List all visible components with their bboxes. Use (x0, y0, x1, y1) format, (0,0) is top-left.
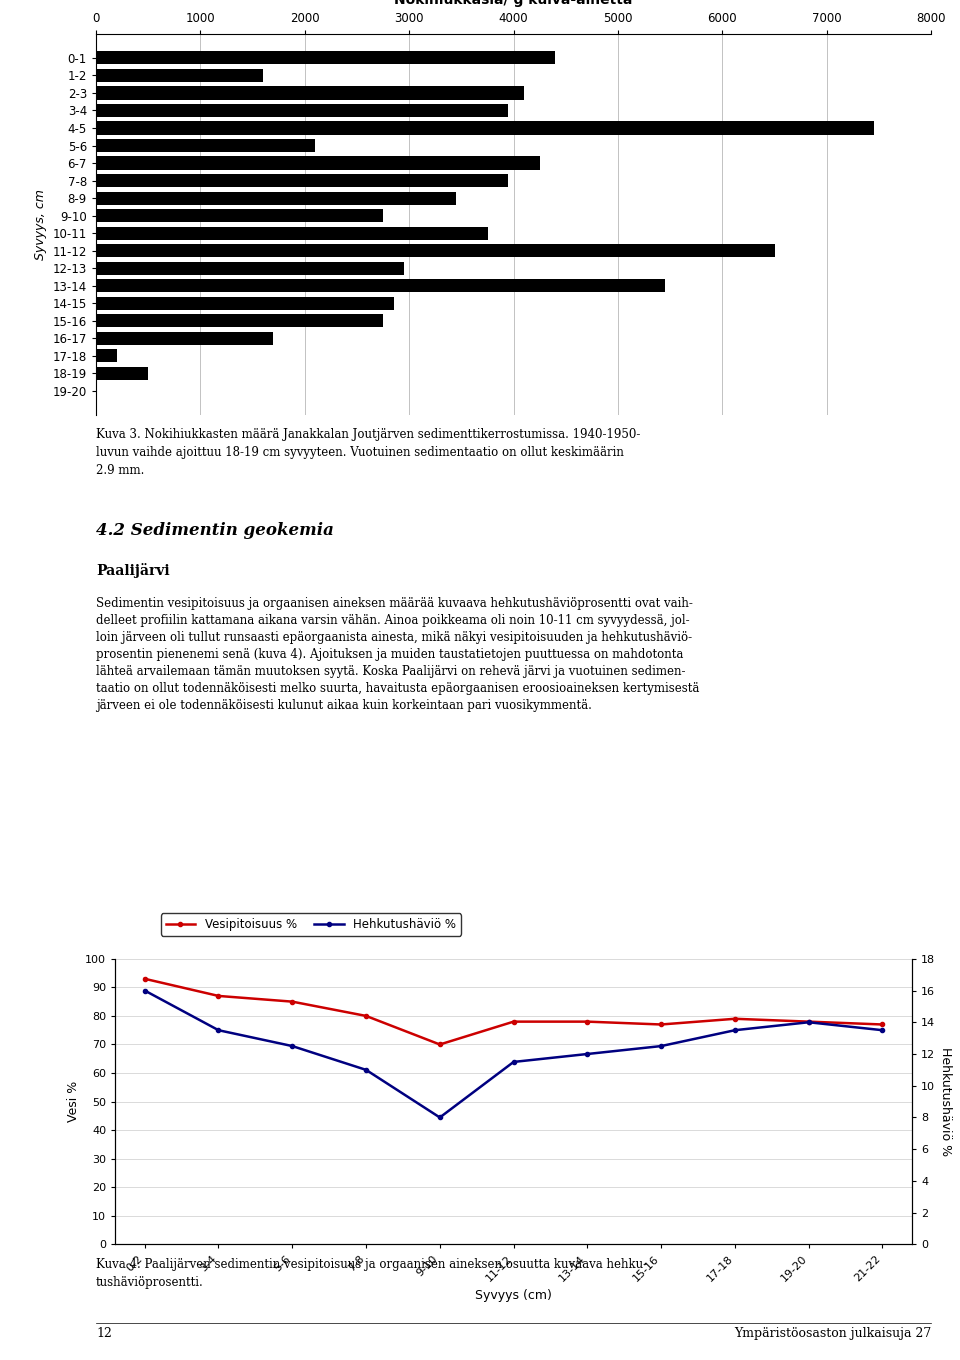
Bar (96, 156, 540, 170)
Bar (96, 314, 383, 328)
Text: luvun vaihde ajoittuu 18-19 cm syvyyteen. Vuotuinen sedimentaatio on ollut keski: luvun vaihde ajoittuu 18-19 cm syvyyteen… (96, 446, 624, 460)
Text: lähteä arvailemaan tämän muutoksen syytä. Koska Paalijärvi on rehevä järvi ja vu: lähteä arvailemaan tämän muutoksen syytä… (96, 665, 685, 679)
Text: Paalijärvi: Paalijärvi (96, 563, 170, 578)
Y-axis label: Hehkutushäviö %: Hehkutushäviö % (939, 1047, 951, 1156)
Y-axis label: Syvyys, cm: Syvyys, cm (34, 189, 47, 260)
Bar (96, 350, 117, 362)
X-axis label: Syvyys (cm): Syvyys (cm) (475, 1289, 552, 1302)
Bar (96, 279, 665, 292)
Bar (96, 87, 524, 99)
Text: Paalijärvi: Paalijärvi (96, 563, 170, 578)
Bar (96, 192, 456, 205)
Text: Sedimentin vesipitoisuus ja orgaanisen aineksen määrää kuvaava hehkutushäviöpros: Sedimentin vesipitoisuus ja orgaanisen a… (96, 597, 693, 611)
Legend: Vesipitoisuus %, Hehkutushäviö %: Vesipitoisuus %, Hehkutushäviö % (161, 914, 461, 936)
Text: loin järveen oli tullut runsaasti epäorgaanista ainesta, mikä näkyi vesipitoisuu: loin järveen oli tullut runsaasti epäorg… (96, 631, 692, 645)
Bar (96, 227, 488, 239)
Text: prosentin pienenemi senä (kuva 4). Ajoituksen ja muiden taustatietojen puuttuess: prosentin pienenemi senä (kuva 4). Ajoit… (96, 649, 684, 661)
Bar (96, 367, 148, 379)
Bar (96, 103, 509, 117)
Text: 4.2 Sedimentin geokemia: 4.2 Sedimentin geokemia (96, 522, 334, 540)
Bar (96, 52, 555, 64)
Bar (96, 243, 775, 257)
Text: taatio on ollut todennäköisesti melko suurta, havaitusta epäorgaanisen eroosioai: taatio on ollut todennäköisesti melko su… (96, 683, 700, 695)
Text: delleet profiilin kattamana aikana varsin vähän. Ainoa poikkeama oli noin 10-11 : delleet profiilin kattamana aikana varsi… (96, 615, 689, 627)
Bar (96, 69, 263, 82)
Bar (96, 174, 509, 188)
Bar (96, 332, 274, 345)
Bar (96, 209, 383, 222)
Bar (96, 121, 874, 135)
Bar (96, 296, 394, 310)
Bar (96, 139, 315, 152)
Text: Kuva 4. Paalijärven sedimentin vesipitoisuus ja orgaanisen aineksen osuutta kuva: Kuva 4. Paalijärven sedimentin vesipitoi… (96, 1258, 647, 1272)
Text: 12: 12 (96, 1326, 112, 1340)
Text: Ympäristöosaston julkaisuja 27: Ympäristöosaston julkaisuja 27 (734, 1326, 931, 1340)
Y-axis label: Vesi %: Vesi % (66, 1081, 80, 1122)
Bar (96, 261, 404, 275)
Title: Nokihiukkasia/ g kuiva-ainetta: Nokihiukkasia/ g kuiva-ainetta (395, 0, 633, 7)
Text: 2.9 mm.: 2.9 mm. (96, 464, 144, 477)
Text: tushäviöprosentti.: tushäviöprosentti. (96, 1276, 204, 1289)
Text: järveen ei ole todennäköisesti kulunut aikaa kuin korkeintaan pari vuosikymmentä: järveen ei ole todennäköisesti kulunut a… (96, 699, 592, 713)
Text: Kuva 3. Nokihiukkasten määrä Janakkalan Joutjärven sedimenttikerrostumissa. 1940: Kuva 3. Nokihiukkasten määrä Janakkalan … (96, 428, 640, 442)
